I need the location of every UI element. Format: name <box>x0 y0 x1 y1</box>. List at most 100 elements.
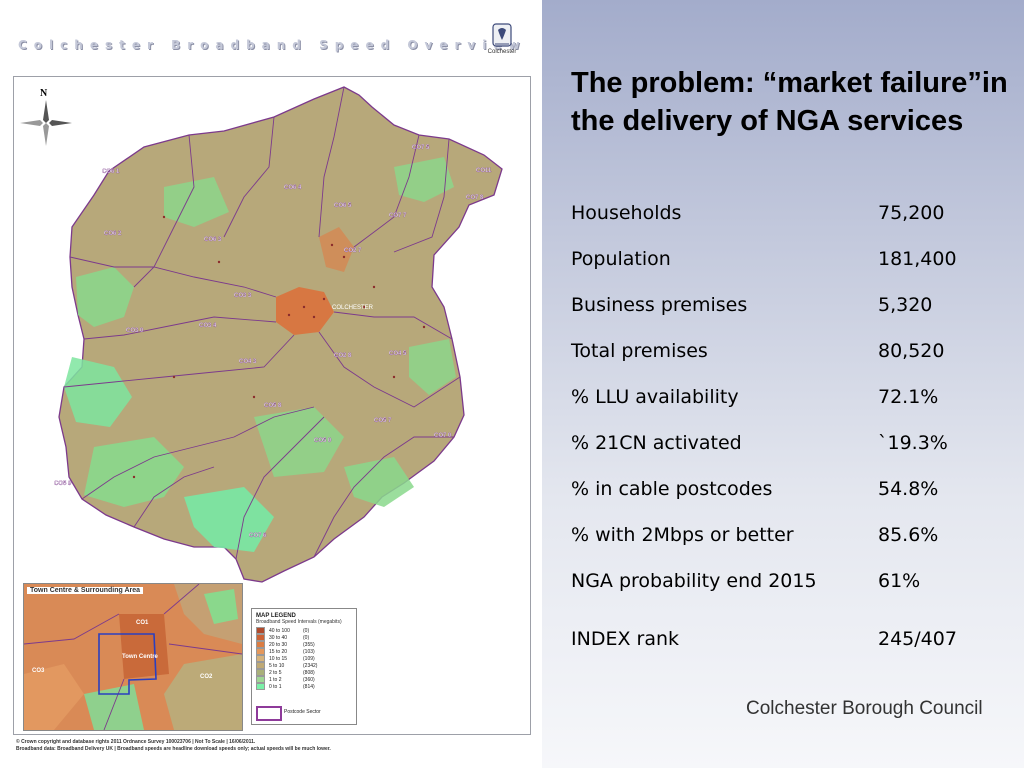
postcode-sector-label: CO6 4 <box>284 185 302 191</box>
zone-low-speed <box>184 487 274 552</box>
inset-label: Town Centre <box>122 654 158 660</box>
stat-row: % 21CN activated `19.3% <box>571 427 1011 473</box>
footer-copyright: © Crown copyright and database rights 20… <box>16 739 256 745</box>
stat-label: % LLU availability <box>571 386 739 408</box>
legend-range: 5 to 10 <box>269 662 285 669</box>
logo-crest-icon <box>492 23 512 47</box>
stat-row: Households 75,200 <box>571 197 1011 243</box>
legend-range: 20 to 30 <box>269 641 288 648</box>
slide-title: The problem: “market failure”in the deli… <box>571 67 1008 137</box>
premises-dots <box>132 215 426 479</box>
legend-count: (103) <box>303 648 315 655</box>
postcode-sector-label: CO7 5 <box>412 145 430 151</box>
zone-high-speed <box>276 287 334 335</box>
zone-low-speed <box>394 157 454 202</box>
stat-label: % in cable postcodes <box>571 478 773 500</box>
legend-count: (0) <box>303 634 310 641</box>
legend-row: 40 to 100 (0) <box>256 627 352 634</box>
stat-value: 75,200 <box>878 202 945 224</box>
legend-swatch <box>256 634 265 641</box>
stat-label: Total premises <box>571 340 708 362</box>
legend-range: 2 to 5 <box>269 669 282 676</box>
legend-row: 20 to 30 (355) <box>256 641 352 648</box>
postcode-sector-label: CO5 9 <box>54 481 72 487</box>
legend-range: 40 to 100 <box>269 627 290 634</box>
stat-row: Population 181,400 <box>571 243 1011 289</box>
legend-subtitle: Broadband Speed Intervals (megabits) <box>256 619 342 625</box>
map-footer: © Crown copyright and database rights 20… <box>16 739 536 753</box>
legend-rows: 40 to 100 (0) 30 to 40 (0) 20 to 30 (355) 15 t… <box>256 627 352 690</box>
map-title: Colchester Broadband Speed Overview <box>18 38 527 52</box>
stat-value: 54.8% <box>878 478 939 500</box>
legend-count: (2342) <box>303 662 318 669</box>
legend-swatch <box>256 655 265 662</box>
legend-range: 10 to 15 <box>269 655 288 662</box>
postcode-sector-labels: CO6 1 CO6 2 CO6 3 CO6 4 CO6 5 CO7 5 CO7 7 CO7 8… <box>54 145 492 539</box>
legend-row: 2 to 5 (808) <box>256 669 352 676</box>
stat-label: Households <box>571 202 682 224</box>
compass-rose-icon <box>20 100 72 146</box>
stat-value: 245/407 <box>878 628 957 650</box>
postcode-sector-label: CO2 7 <box>344 248 362 254</box>
legend-range: 30 to 40 <box>269 634 288 641</box>
legend-swatch <box>256 662 265 669</box>
zone-low-speed <box>409 339 456 395</box>
legend-swatch <box>256 627 265 634</box>
stat-label: Business premises <box>571 294 748 316</box>
zone-low-speed <box>76 267 134 327</box>
stat-row: % LLU availability 72.1% <box>571 381 1011 427</box>
broadband-speed-map: CO6 1 CO6 2 CO6 3 CO6 4 CO6 5 CO7 5 CO7 7 CO7 8… <box>54 86 503 583</box>
stat-label: % with 2Mbps or better <box>571 524 794 546</box>
legend-title: MAP LEGEND <box>256 613 296 619</box>
stat-row: NGA probability end 2015 61% <box>571 565 1011 611</box>
center-label: COLCHESTER <box>332 305 374 311</box>
legend-row: 30 to 40 (0) <box>256 634 352 641</box>
legend-count: (360) <box>303 676 315 683</box>
legend-count: (109) <box>303 655 315 662</box>
stat-value: 72.1% <box>878 386 939 408</box>
stat-value: 5,320 <box>878 294 933 316</box>
zone-low-speed <box>84 437 184 507</box>
legend-count: (808) <box>303 669 315 676</box>
postcode-sector-label: CO2 8 <box>334 353 352 359</box>
postcode-sector-label: CO3 4 <box>199 323 217 329</box>
stat-value: `19.3% <box>878 432 948 454</box>
stat-row: Business premises 5,320 <box>571 289 1011 335</box>
stat-value: 85.6% <box>878 524 939 546</box>
index-rank-row: INDEX rank 245/407 <box>571 623 1011 675</box>
stats-table: Households 75,200 Population 181,400 Bus… <box>571 197 1011 675</box>
inset-label: CO3 <box>32 668 45 674</box>
postcode-sector-label: CO5 7 <box>374 418 392 424</box>
inset-title: Town Centre & Surrounding Area <box>27 587 144 594</box>
legend-row: 10 to 15 (109) <box>256 655 352 662</box>
postcode-sector-label: CO3 0 <box>126 328 144 334</box>
postcode-sector-label: CO6 3 <box>204 237 222 243</box>
map-frame: CO6 1 CO6 2 CO6 3 CO6 4 CO6 5 CO7 5 CO7 7 CO7 8… <box>13 76 531 735</box>
logo-text: Colchester <box>487 49 517 55</box>
postcode-sector-label: CO7 8 <box>466 195 484 201</box>
council-logo: Colchester <box>480 22 524 64</box>
postcode-sector-boundaries <box>63 86 461 560</box>
legend-count: (0) <box>303 627 310 634</box>
postcode-sector-label: CO6 1 <box>102 169 120 175</box>
stat-value: 61% <box>878 570 921 592</box>
postcode-sector-label: CO7 0 <box>434 433 452 439</box>
postcode-sector-label: CO5 0 <box>314 438 332 444</box>
stat-value: 80,520 <box>878 340 945 362</box>
content-panel <box>542 0 1024 768</box>
postcode-sector-label: CO6 2 <box>104 231 122 237</box>
legend-row: 0 to 1 (814) <box>256 683 352 690</box>
postcode-sector-label: CO5 8 <box>264 403 282 409</box>
zone-low-speed <box>64 357 132 427</box>
zone-high-speed <box>319 227 354 272</box>
postcode-sector-label: CO7 7 <box>389 213 407 219</box>
legend-count: (355) <box>303 641 315 648</box>
map-legend: MAP LEGEND Broadband Speed Intervals (me… <box>251 608 357 725</box>
stat-row: % with 2Mbps or better 85.6% <box>571 519 1011 565</box>
inset-label: CO2 <box>200 674 213 680</box>
postcode-sector-label: CO4 5 <box>389 351 407 357</box>
legend-swatch <box>256 648 265 655</box>
postcode-sector-label: CO7 6 <box>249 533 267 539</box>
legend-row: 1 to 2 (360) <box>256 676 352 683</box>
footer-data-source: Broadband data: Broadband Delivery UK | … <box>16 746 331 752</box>
